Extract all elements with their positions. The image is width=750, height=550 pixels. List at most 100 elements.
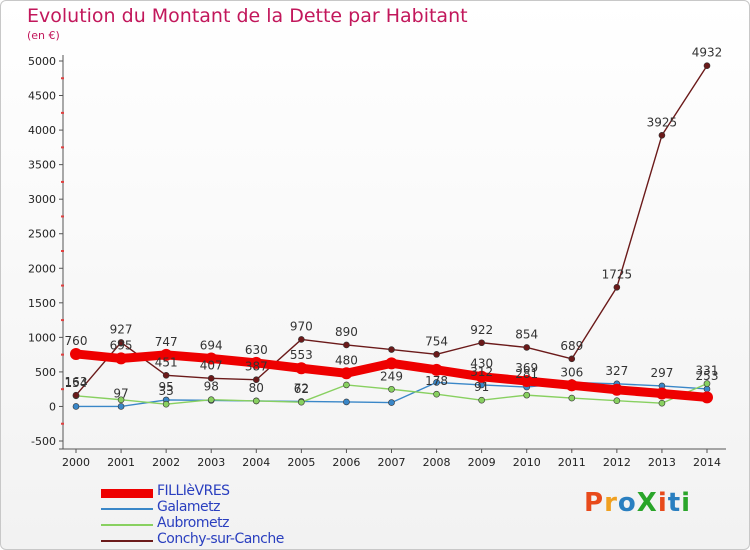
data-point (343, 341, 350, 349)
x-tick-label: 2004 (242, 456, 270, 469)
data-point (72, 403, 80, 410)
data-point (72, 391, 80, 399)
data-point (162, 400, 170, 408)
chart-subtitle: (en €) (27, 29, 60, 42)
data-point (295, 362, 308, 375)
data-point (115, 352, 128, 365)
x-tick-label: 2009 (468, 456, 496, 469)
data-label: 553 (290, 348, 313, 362)
data-label: 694 (200, 339, 223, 353)
x-tick-label: 2011 (558, 456, 586, 469)
data-label: 91 (474, 380, 489, 394)
data-label: 922 (470, 323, 493, 337)
data-point (430, 363, 443, 376)
data-point (523, 391, 531, 399)
proxiti-logo: ProXiti (584, 488, 691, 518)
data-point (478, 339, 485, 347)
data-point (298, 398, 305, 406)
data-label: 72 (294, 381, 309, 395)
data-point (340, 367, 353, 380)
data-point (658, 131, 666, 139)
data-point (613, 283, 621, 291)
legend-label: FILLIèVRES (157, 483, 230, 499)
y-tick-label: -500 (31, 435, 56, 448)
y-tick-label: 3000 (28, 193, 56, 206)
data-point (70, 347, 82, 360)
data-label: 306 (560, 365, 583, 379)
data-point (385, 357, 398, 370)
data-point (478, 396, 485, 404)
data-point (298, 336, 305, 343)
logo-letter: i (657, 488, 668, 518)
data-label: 747 (155, 335, 178, 349)
data-point (117, 339, 125, 346)
data-point (388, 385, 395, 393)
data-point (703, 62, 711, 69)
data-label: 890 (335, 325, 358, 339)
data-label: 253 (696, 369, 719, 383)
data-point (343, 381, 350, 389)
x-tick-label: 2014 (693, 456, 721, 469)
data-label: 178 (425, 374, 448, 388)
legend-swatch (101, 524, 153, 526)
data-label: 62 (294, 382, 309, 396)
data-label: 689 (560, 339, 583, 353)
x-tick-label: 2007 (378, 456, 406, 469)
y-tick-label: 5000 (28, 55, 56, 68)
x-tick-label: 2001 (107, 456, 135, 469)
y-tick-label: 2500 (28, 228, 56, 241)
data-point (568, 394, 576, 402)
data-label: 407 (200, 358, 223, 372)
data-label: 281 (515, 367, 538, 381)
logo-letter: X (636, 488, 658, 518)
data-label: 854 (515, 327, 538, 341)
y-tick-label: 1500 (28, 297, 56, 310)
data-point (250, 356, 263, 369)
data-label: 970 (290, 319, 313, 333)
data-label: 387 (245, 360, 268, 374)
data-point (523, 344, 531, 351)
legend-label: Galametz (157, 499, 221, 515)
data-label: 451 (155, 355, 178, 369)
data-label: 3925 (647, 115, 678, 129)
data-point (117, 403, 125, 410)
x-tick-label: 2010 (513, 456, 541, 469)
data-point (655, 387, 668, 400)
data-point (117, 396, 125, 404)
logo-letter: P (584, 488, 605, 518)
data-label: 695 (110, 338, 133, 352)
data-label: 163 (65, 375, 88, 389)
data-label: 33 (159, 384, 174, 398)
data-point (433, 390, 440, 398)
data-point (565, 379, 578, 392)
logo-letter: t (667, 488, 682, 518)
y-tick-label: 500 (35, 366, 56, 379)
x-tick-label: 2003 (197, 456, 225, 469)
y-tick-label: 3500 (28, 159, 56, 172)
data-label: 98 (204, 380, 219, 394)
data-point (520, 374, 533, 387)
data-point (252, 397, 260, 405)
y-tick-label: 4500 (28, 90, 56, 103)
data-label: 1725 (602, 267, 633, 281)
x-tick-label: 2008 (423, 456, 451, 469)
data-label: 480 (335, 353, 358, 367)
data-label: 297 (650, 366, 673, 380)
data-point (388, 346, 395, 353)
logo-letter: o (617, 488, 637, 518)
x-tick-label: 2013 (648, 456, 676, 469)
data-point (613, 397, 621, 405)
x-tick-label: 2006 (332, 456, 360, 469)
data-point (475, 370, 488, 383)
data-point (433, 379, 440, 386)
data-point (207, 396, 215, 403)
logo-letter: r (604, 488, 618, 518)
y-tick-label: 0 (49, 400, 56, 413)
data-label: 630 (245, 343, 268, 357)
data-point (433, 351, 440, 358)
data-point (162, 371, 170, 379)
data-label: 327 (605, 364, 628, 378)
data-point (701, 391, 713, 404)
data-label: 312 (470, 365, 493, 379)
x-tick-label: 2000 (62, 456, 90, 469)
